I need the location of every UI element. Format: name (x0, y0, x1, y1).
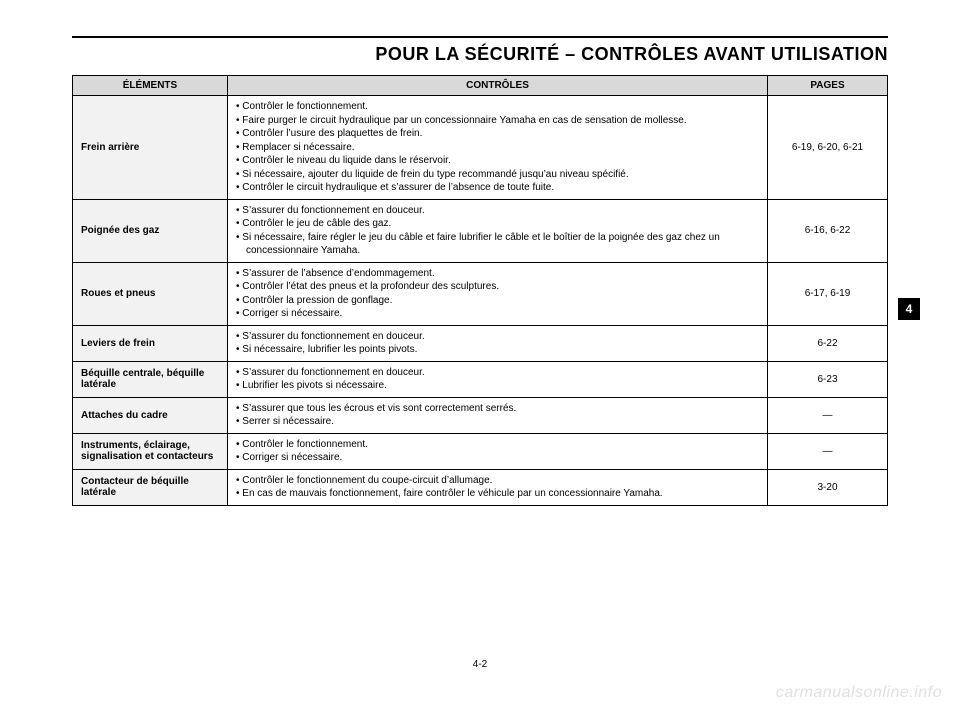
row-pages: 6-19, 6-20, 6-21 (768, 96, 888, 200)
control-item: Contrôler le jeu de câble des gaz. (236, 217, 759, 231)
checks-table: ÉLÉMENTS CONTRÔLES PAGES Frein arrière C… (72, 75, 888, 506)
control-item: S’assurer que tous les écrous et vis son… (236, 402, 759, 416)
row-pages: 3-20 (768, 469, 888, 505)
row-controls: S’assurer du fonctionnement en douceur. … (228, 361, 768, 397)
control-item: Contrôler le fonctionnement du coupe-cir… (236, 474, 759, 488)
control-item: Contrôler le fonctionnement. (236, 100, 759, 114)
header-controls: CONTRÔLES (228, 76, 768, 96)
top-rule (72, 36, 888, 38)
table-header-row: ÉLÉMENTS CONTRÔLES PAGES (73, 76, 888, 96)
table-row: Béquille centrale, béquille latérale S’a… (73, 361, 888, 397)
control-item: Serrer si nécessaire. (236, 415, 759, 429)
table-row: Poignée des gaz S’assurer du fonctionnem… (73, 199, 888, 262)
control-item: S’assurer du fonctionnement en douceur. (236, 204, 759, 218)
control-item: Contrôler le circuit hydraulique et s’as… (236, 181, 759, 195)
control-item: Contrôler l’état des pneus et la profond… (236, 280, 759, 294)
row-controls: Contrôler le fonctionnement. Corriger si… (228, 433, 768, 469)
table-row: Roues et pneus S’assurer de l’absence d’… (73, 262, 888, 325)
row-pages: 6-16, 6-22 (768, 199, 888, 262)
row-element: Instruments, éclairage, signalisation et… (73, 433, 228, 469)
row-pages: — (768, 397, 888, 433)
row-controls: Contrôler le fonctionnement du coupe-cir… (228, 469, 768, 505)
section-title: POUR LA SÉCURITÉ – CONTRÔLES AVANT UTILI… (72, 44, 888, 65)
row-pages: 6-17, 6-19 (768, 262, 888, 325)
control-item: Si nécessaire, ajouter du liquide de fre… (236, 168, 759, 182)
row-element: Poignée des gaz (73, 199, 228, 262)
row-element: Béquille centrale, béquille latérale (73, 361, 228, 397)
table-row: Leviers de frein S’assurer du fonctionne… (73, 325, 888, 361)
control-item: Contrôler le niveau du liquide dans le r… (236, 154, 759, 168)
header-elements: ÉLÉMENTS (73, 76, 228, 96)
control-item: Remplacer si nécessaire. (236, 141, 759, 155)
row-controls: S’assurer du fonctionnement en douceur. … (228, 325, 768, 361)
row-controls: S’assurer que tous les écrous et vis son… (228, 397, 768, 433)
chapter-tab: 4 (898, 298, 920, 320)
control-item: S’assurer de l’absence d’endommagement. (236, 267, 759, 281)
row-element: Frein arrière (73, 96, 228, 200)
control-item: Corriger si nécessaire. (236, 451, 759, 465)
row-controls: Contrôler le fonctionnement. Faire purge… (228, 96, 768, 200)
manual-page: POUR LA SÉCURITÉ – CONTRÔLES AVANT UTILI… (0, 0, 960, 712)
control-item: Lubrifier les pivots si nécessaire. (236, 379, 759, 393)
row-pages: 6-22 (768, 325, 888, 361)
control-item: Contrôler l’usure des plaquettes de frei… (236, 127, 759, 141)
control-item: Contrôler la pression de gonflage. (236, 294, 759, 308)
table-row: Frein arrière Contrôler le fonctionnemen… (73, 96, 888, 200)
row-controls: S’assurer de l’absence d’endommagement. … (228, 262, 768, 325)
page-number: 4-2 (0, 659, 960, 670)
control-item: S’assurer du fonctionnement en douceur. (236, 366, 759, 380)
row-pages: — (768, 433, 888, 469)
row-controls: S’assurer du fonctionnement en douceur. … (228, 199, 768, 262)
control-item: Si nécessaire, faire régler le jeu du câ… (236, 231, 759, 258)
control-item: Faire purger le circuit hydraulique par … (236, 114, 759, 128)
table-row: Instruments, éclairage, signalisation et… (73, 433, 888, 469)
control-item: Si nécessaire, lubrifier les points pivo… (236, 343, 759, 357)
table-row: Attaches du cadre S’assurer que tous les… (73, 397, 888, 433)
control-item: S’assurer du fonctionnement en douceur. (236, 330, 759, 344)
row-element: Leviers de frein (73, 325, 228, 361)
row-pages: 6-23 (768, 361, 888, 397)
table-row: Contacteur de béquille latérale Contrôle… (73, 469, 888, 505)
row-element: Roues et pneus (73, 262, 228, 325)
row-element: Contacteur de béquille latérale (73, 469, 228, 505)
control-item: En cas de mauvais fonctionnement, faire … (236, 487, 759, 501)
header-pages: PAGES (768, 76, 888, 96)
watermark: carmanualsonline.info (776, 684, 942, 702)
row-element: Attaches du cadre (73, 397, 228, 433)
control-item: Corriger si nécessaire. (236, 307, 759, 321)
control-item: Contrôler le fonctionnement. (236, 438, 759, 452)
